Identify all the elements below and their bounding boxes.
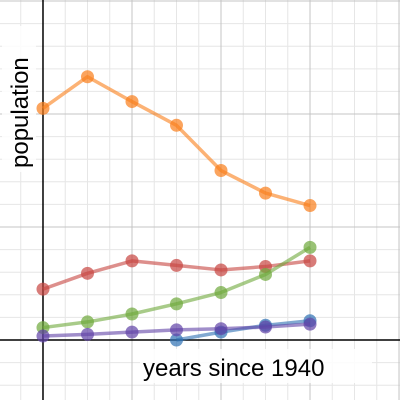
data-point [36, 282, 50, 296]
data-point [170, 323, 184, 337]
data-point [259, 267, 273, 281]
data-point [36, 329, 50, 343]
data-point [80, 266, 94, 280]
data-point [214, 286, 228, 300]
data-point [36, 101, 50, 115]
data-point [214, 164, 228, 178]
data-point [303, 240, 317, 254]
x-axis-label: years since 1940 [143, 355, 324, 382]
label-bg [140, 349, 372, 383]
data-point [303, 199, 317, 213]
data-point [125, 325, 139, 339]
data-point [303, 317, 317, 331]
data-point [170, 118, 184, 132]
label-bg [2, 26, 36, 172]
data-point [170, 333, 184, 347]
data-point [125, 254, 139, 268]
data-point [125, 95, 139, 109]
data-point [214, 322, 228, 336]
data-point [80, 327, 94, 341]
data-point [80, 70, 94, 84]
data-point [214, 263, 228, 277]
data-point [303, 254, 317, 268]
data-point [125, 307, 139, 321]
data-point [80, 315, 94, 329]
data-point [259, 320, 273, 334]
data-point [170, 297, 184, 311]
data-point [170, 258, 184, 272]
data-point [259, 186, 273, 200]
plot [36, 70, 317, 347]
y-axis-label: population [7, 57, 34, 168]
